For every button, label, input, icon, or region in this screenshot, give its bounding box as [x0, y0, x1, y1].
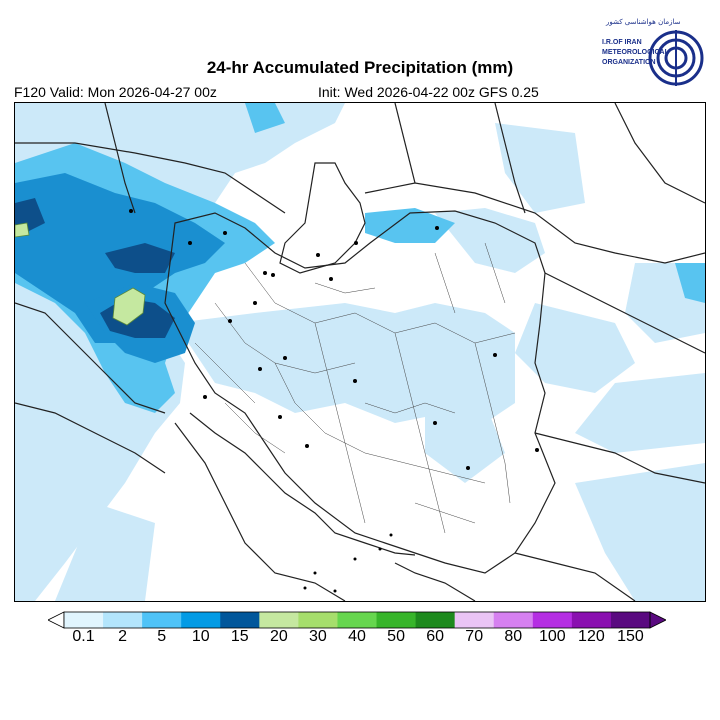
colorbar-swatch	[337, 612, 378, 628]
colorbar-tick-label: 40	[348, 628, 366, 645]
colorbar-high-arrow	[649, 611, 667, 629]
colorbar-swatch	[103, 612, 143, 628]
colorbar-swatch	[493, 612, 534, 628]
colorbar-tick-label: 15	[230, 628, 249, 645]
colorbar-swatch	[220, 612, 260, 628]
logo-line-2: METEOROLOGICAL	[602, 49, 670, 56]
precip-green-areas	[15, 222, 146, 326]
colorbar-tick-label: 50	[387, 628, 405, 645]
colorbar-tick-label: 60	[426, 628, 445, 645]
country-borders	[15, 103, 705, 601]
colorbar-tick-label: 120	[578, 628, 605, 645]
logo-line-1: I.R.OF IRAN	[602, 39, 642, 46]
colorbar-swatch	[142, 612, 182, 628]
colorbar-tick-label: 70	[465, 628, 484, 645]
colorbar-tick-label: 10	[191, 628, 210, 645]
colorbar-swatch	[259, 612, 299, 628]
colorbar-swatch	[181, 612, 221, 628]
colorbar-tick-label: 2	[118, 628, 128, 645]
colorbar-tick-label: 20	[269, 628, 288, 645]
precipitation-colorbar	[47, 610, 667, 630]
province-borders	[194, 242, 516, 534]
colorbar-swatch	[532, 612, 573, 628]
precipitation-map	[14, 102, 706, 602]
colorbar-tick-label: 80	[504, 628, 523, 645]
logo-persian-text: سازمان هواشناسی کشور	[605, 18, 681, 26]
colorbar-swatch	[415, 612, 456, 628]
valid-time-label: F120 Valid: Mon 2026-04-27 00z	[14, 84, 217, 100]
colorbar-low-arrow	[47, 611, 65, 629]
city-markers	[129, 209, 539, 593]
colorbar-tick-label: 5	[157, 628, 167, 645]
init-time-label: Init: Wed 2026-04-22 00z GFS 0.25	[318, 84, 539, 100]
colorbar-swatch	[610, 612, 651, 628]
colorbar-swatch	[64, 612, 104, 628]
colorbar-tick-label: 0.1	[72, 628, 95, 645]
colorbar-tick-label: 150	[617, 628, 644, 645]
meteorological-organization-logo: سازمان هواشناسی کشور I.R.OF IRAN METEORO…	[598, 14, 708, 92]
colorbar-tick-label: 100	[538, 628, 566, 645]
colorbar-swatch	[376, 612, 417, 628]
colorbar-swatch	[454, 612, 495, 628]
logo-line-3: ORGANIZATION	[602, 59, 656, 66]
colorbar-tick-label: 30	[309, 628, 327, 645]
colorbar-swatch	[298, 612, 338, 628]
colorbar-swatch	[571, 612, 612, 628]
map-title: 24-hr Accumulated Precipitation (mm)	[206, 58, 514, 77]
logo-emblem-icon	[648, 30, 704, 86]
colorbar-labels: 0.1 2 5 10 15 20 30 40 50 60 70 80 100 120 150	[48, 628, 666, 650]
